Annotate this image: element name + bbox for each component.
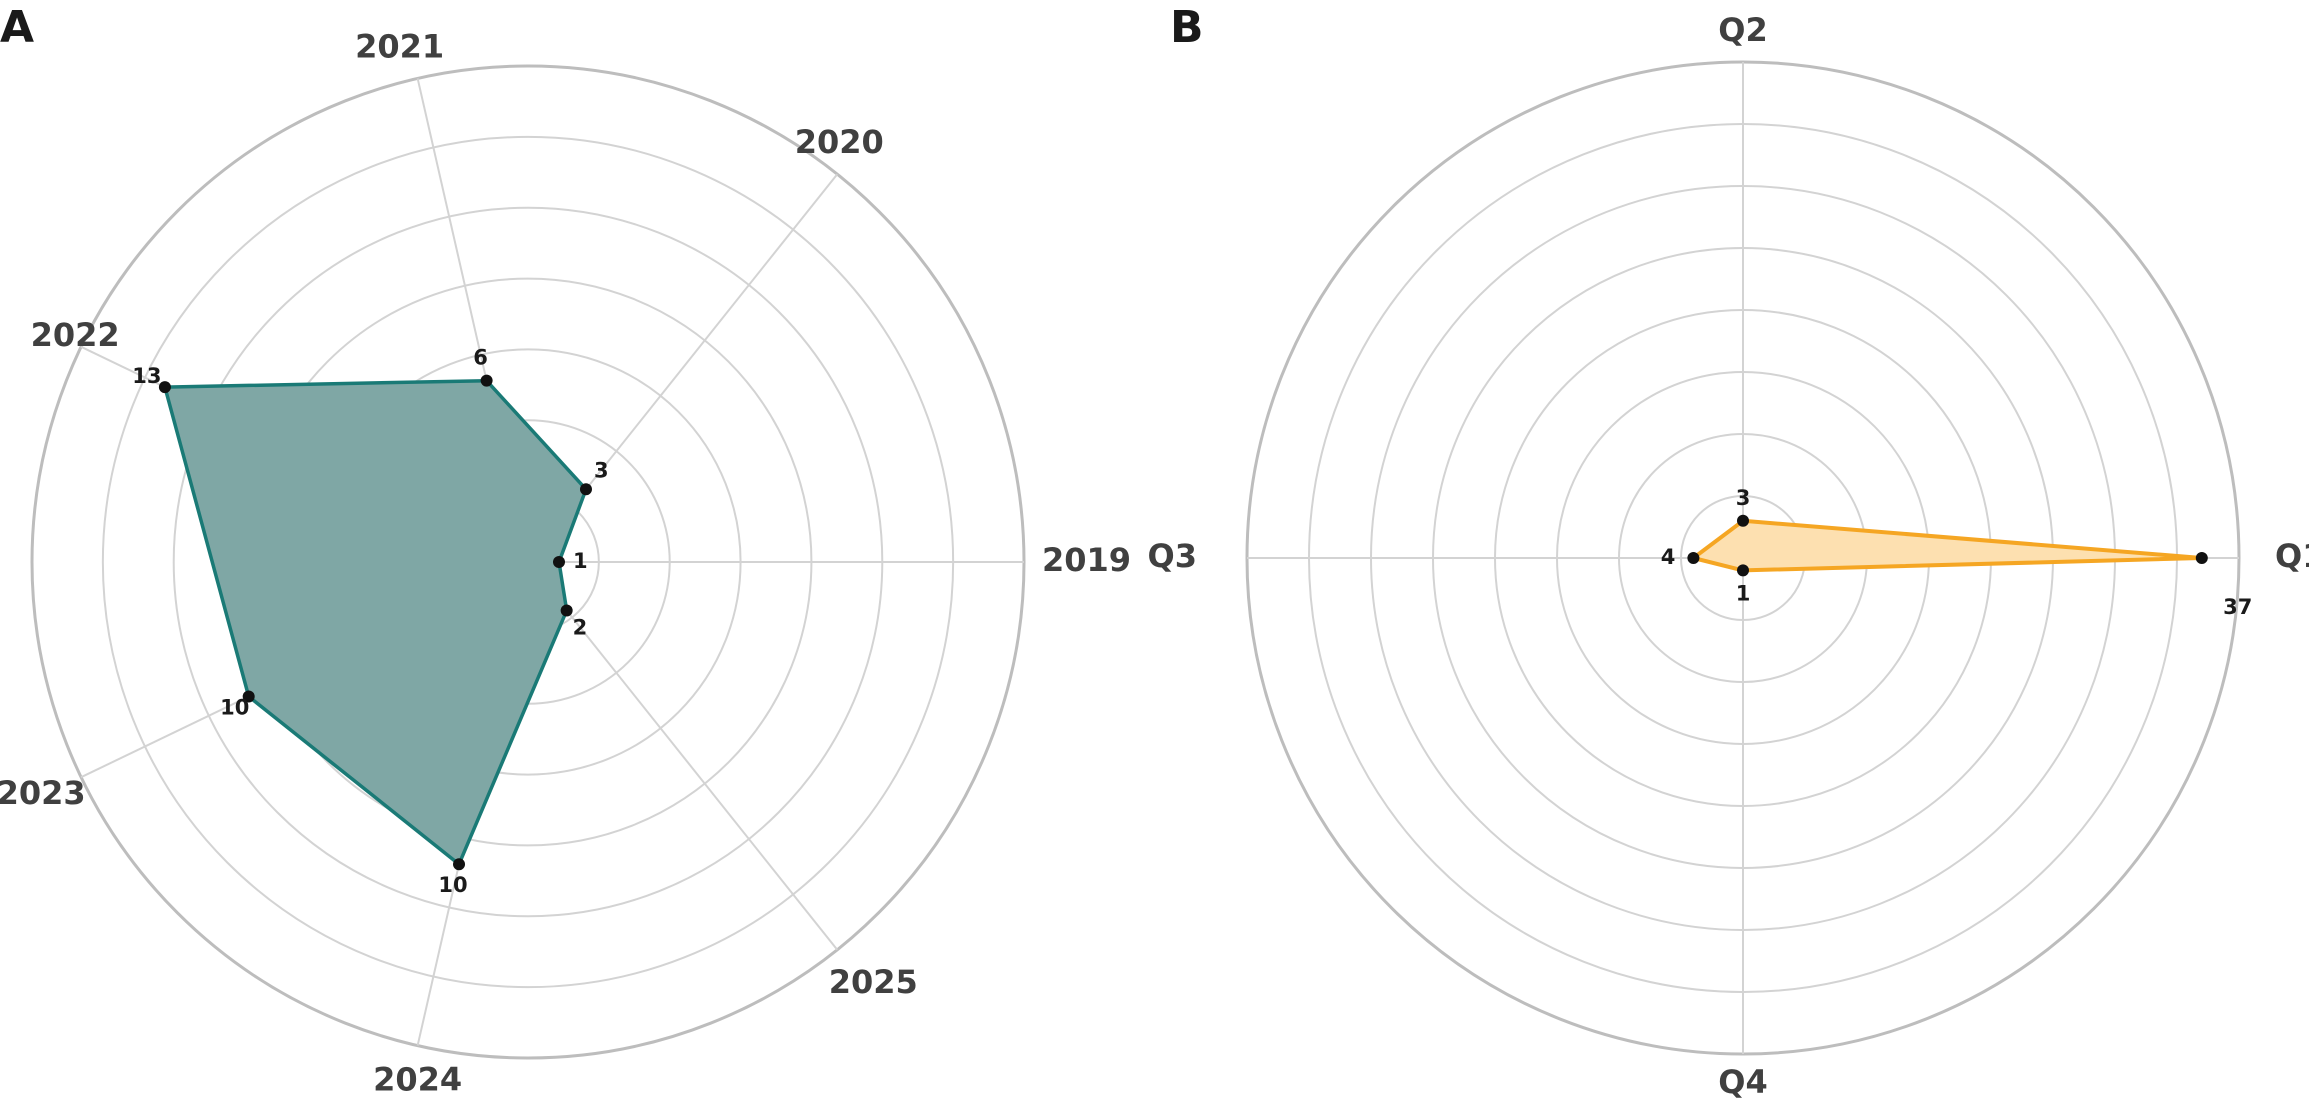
- data-point-2019: [553, 556, 565, 568]
- data-point-q4: [1737, 564, 1749, 577]
- category-label-q2: Q2: [1718, 11, 1767, 49]
- data-point-2022: [158, 381, 171, 394]
- data-point-2020: [579, 483, 592, 496]
- data-point-2025: [560, 604, 573, 617]
- category-label-2020: 2020: [795, 123, 884, 161]
- category-label-q1: Q1: [2275, 537, 2309, 575]
- panel-label-b: B: [1170, 2, 1204, 53]
- category-label-2024: 2024: [373, 1061, 462, 1099]
- value-label-2025: 2: [573, 615, 588, 639]
- category-label-2019: 2019: [1042, 541, 1131, 579]
- category-label-2025: 2025: [829, 963, 918, 1001]
- value-label-q4: 1: [1736, 581, 1751, 605]
- data-point-2023: [242, 690, 255, 703]
- category-label-2022: 2022: [31, 316, 120, 354]
- data-point-q2: [1737, 514, 1749, 527]
- value-label-2019: 1: [573, 549, 588, 573]
- category-label-q3: Q3: [1148, 537, 1197, 575]
- data-point-q1: [2195, 552, 2208, 564]
- value-label-2023: 10: [220, 696, 249, 720]
- data-point-q3: [1687, 552, 1700, 564]
- data-point-2024: [453, 858, 466, 871]
- panel-label-a: A: [0, 2, 34, 53]
- data-area: [1691, 518, 2204, 573]
- value-label-2020: 3: [594, 458, 609, 482]
- value-label-q3: 4: [1661, 545, 1676, 569]
- value-label-2021: 6: [473, 346, 488, 370]
- radar-chart-b: B 37 3 4 1 Q1 Q2 Q3 Q4: [1148, 2, 2309, 1101]
- value-label-q2: 3: [1736, 486, 1751, 510]
- data-point-2021: [480, 374, 493, 387]
- category-label-2023: 2023: [0, 774, 86, 812]
- value-label-2022: 13: [132, 364, 161, 388]
- value-label-2024: 10: [438, 873, 467, 897]
- category-label-q4: Q4: [1718, 1063, 1767, 1101]
- axis-spoke-2025: [527, 561, 839, 951]
- value-label-q1: 37: [2223, 595, 2252, 619]
- category-label-2021: 2021: [355, 27, 444, 65]
- data-area: [163, 378, 588, 866]
